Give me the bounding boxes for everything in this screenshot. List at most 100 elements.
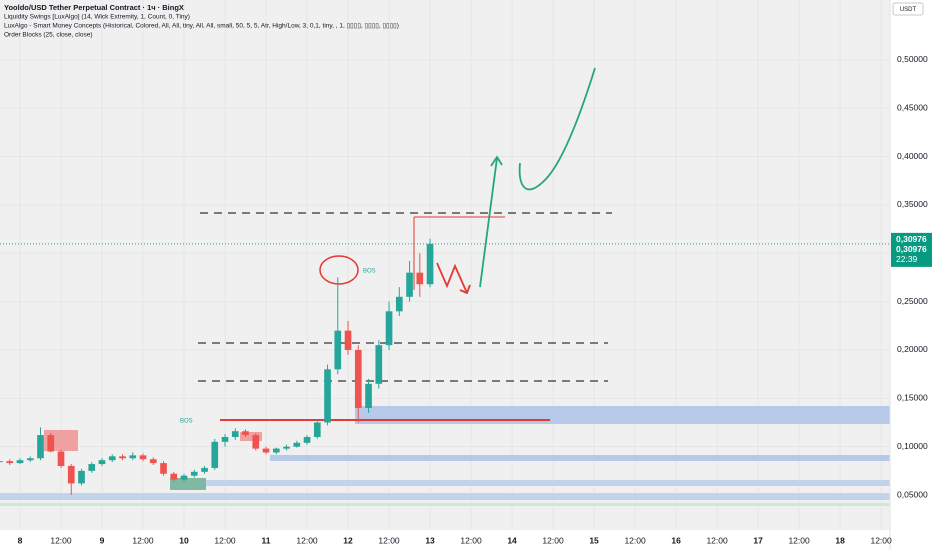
x-tick-label: 12:00 — [214, 535, 236, 545]
candle-body — [334, 330, 342, 370]
candle-body — [88, 464, 96, 471]
y-tick-label: 0,35000 — [897, 199, 928, 209]
x-tick-label: 11 — [262, 535, 271, 545]
zone — [0, 503, 890, 506]
candle-body — [201, 467, 208, 472]
candle-body — [57, 451, 65, 466]
candle-body — [293, 442, 301, 447]
indicator: Order Blocks (25, close, close) — [4, 32, 93, 39]
candle-body — [26, 458, 34, 461]
y-tick-label: 0,15000 — [897, 393, 928, 403]
bos-label: BOS — [180, 419, 193, 425]
x-tick-label: 12 — [343, 535, 353, 545]
up-arrow — [479, 155, 503, 288]
candle-body — [385, 311, 393, 346]
candle-body — [283, 446, 290, 449]
candle-body — [242, 431, 249, 436]
candle-body — [252, 435, 260, 449]
x-tick-label: 18 — [835, 535, 845, 545]
candle-body — [78, 470, 85, 484]
candle-body — [406, 272, 413, 297]
grid — [0, 0, 890, 530]
x-tick-label: 16 — [671, 535, 681, 545]
y-tick-label: 0,05000 — [897, 489, 928, 499]
axes: 0,050000,100000,150000,200000,250000,300… — [0, 54, 932, 545]
candle-body — [231, 431, 239, 437]
x-tick-label: 12:00 — [50, 535, 72, 545]
y-tick-label: 0,20000 — [897, 344, 928, 354]
candle-body — [47, 435, 55, 452]
candle-body — [180, 475, 188, 480]
up-curve — [518, 67, 596, 191]
candle-body — [272, 448, 280, 453]
candle-body — [139, 455, 147, 460]
x-tick-label: 12:00 — [296, 535, 318, 545]
currency[interactable]: USDT — [900, 7, 917, 13]
last-price: 0,30976 — [896, 244, 927, 254]
candle-body — [0, 461, 3, 463]
zone — [0, 493, 890, 500]
countdown: 22:39 — [896, 254, 918, 264]
y-tick-label: 0,10000 — [897, 441, 928, 451]
candles — [0, 238, 434, 496]
y-tick-label: 0,45000 — [897, 103, 928, 113]
price-axis — [890, 0, 932, 550]
y-tick-label: 0,25000 — [897, 296, 928, 306]
candle-body — [221, 436, 229, 442]
candle-body — [67, 465, 75, 484]
x-tick-label: 10 — [179, 535, 189, 545]
candle-body — [119, 456, 126, 459]
circle-drawing — [319, 255, 359, 285]
plot-background — [0, 0, 890, 530]
candle-body — [303, 436, 311, 443]
order-block — [170, 478, 206, 490]
indicator: Liquidity Swings [LuxAlgo] (14, Wick Ext… — [4, 14, 190, 21]
time-axis — [0, 530, 890, 550]
x-tick-label: 13 — [425, 535, 435, 545]
x-tick-label: 8 — [18, 535, 23, 545]
x-tick-label: 12:00 — [132, 535, 154, 545]
x-tick-label: 12:00 — [460, 535, 482, 545]
x-tick-label: 17 — [753, 535, 763, 545]
zone — [170, 480, 890, 486]
x-tick-label: 12:00 — [870, 535, 892, 545]
demand-zone — [355, 406, 890, 424]
chart-title: Yooldo/USD Tether Perpetual Contract · 1… — [4, 3, 184, 12]
candle-body — [313, 422, 321, 437]
x-tick-label: 9 — [100, 535, 105, 545]
candle-body — [262, 448, 270, 453]
order-block — [240, 432, 262, 441]
candle-body — [16, 460, 24, 464]
x-tick-label: 12:00 — [788, 535, 810, 545]
x-tick-label: 12:00 — [378, 535, 400, 545]
x-tick-label: 12:00 — [624, 535, 646, 545]
x-tick-label: 12:00 — [542, 535, 564, 545]
dashed-levels — [198, 212, 612, 382]
candle-body — [6, 461, 14, 464]
candle-body — [129, 455, 137, 459]
last-price: 0,30976 — [896, 234, 927, 244]
candle-body — [426, 243, 434, 285]
candle-body — [375, 345, 383, 384]
candle-body — [211, 441, 219, 468]
y-tick-label: 0,40000 — [897, 151, 928, 161]
zone — [270, 455, 890, 461]
y-tick-label: 0,50000 — [897, 54, 928, 64]
currency-box[interactable] — [892, 2, 924, 16]
candle-body — [160, 463, 167, 474]
indicator: LuxAlgo - Smart Money Concepts (Historic… — [4, 23, 399, 30]
bos-label: BOS — [363, 269, 376, 275]
candle-body — [395, 296, 403, 312]
candle-body — [416, 272, 424, 285]
x-tick-label: 12:00 — [706, 535, 728, 545]
candle-body — [170, 473, 178, 480]
candle-body — [37, 435, 44, 459]
down-arrow — [436, 262, 471, 295]
last-price-box — [891, 232, 932, 267]
candle-body — [98, 460, 106, 465]
candle-body — [108, 456, 116, 461]
candle-body — [324, 369, 331, 423]
candle-body — [354, 349, 362, 408]
